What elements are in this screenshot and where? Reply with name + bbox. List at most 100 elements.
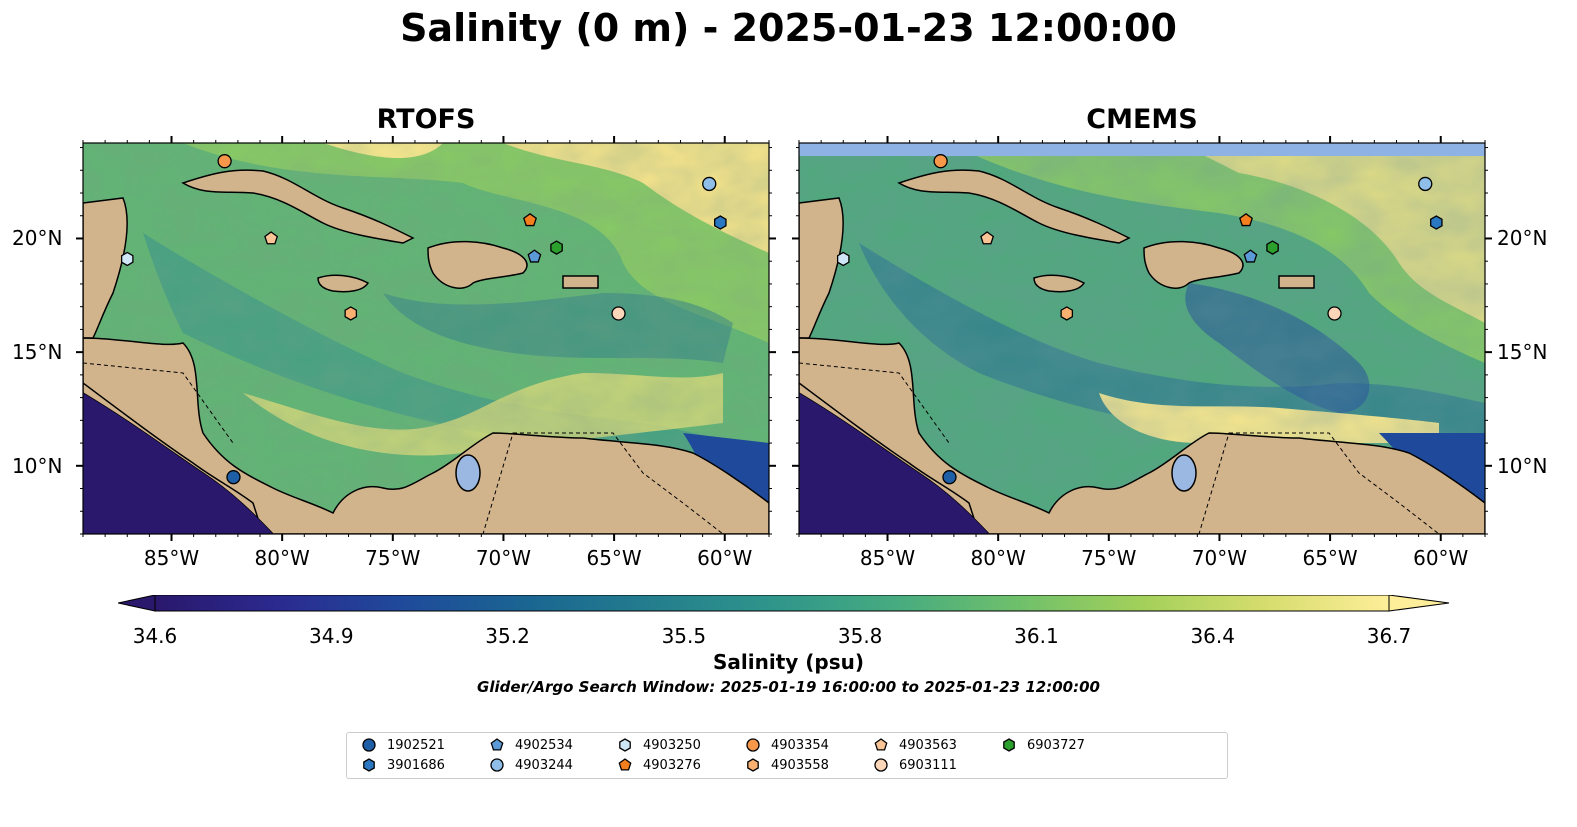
legend-label: 4903276 xyxy=(643,757,701,773)
platform-marker-4903558 xyxy=(344,306,358,321)
pentagon-marker-icon xyxy=(490,738,504,751)
platform-legend: 1902521 3901686 4902534 4903244 4903250 49032… xyxy=(346,732,1228,779)
rtofs-salinity-map xyxy=(83,143,769,534)
legend-label: 4903558 xyxy=(771,757,829,773)
legend-label: 4903354 xyxy=(771,737,829,753)
colorbar-extend-min xyxy=(118,595,156,612)
legend-item-6903111: 6903111 xyxy=(873,757,957,773)
colorbar-tick-label: 35.5 xyxy=(661,624,707,648)
hexagon-marker-icon xyxy=(1003,738,1015,752)
map-frame xyxy=(798,142,1486,535)
cmems-missing-band xyxy=(799,143,1485,156)
platform-marker-3901686 xyxy=(1430,215,1443,230)
platform-marker-4903276 xyxy=(1239,212,1253,227)
platform-marker-4903558 xyxy=(1060,306,1074,321)
legend-label: 4903563 xyxy=(899,737,957,753)
platform-marker-4903354 xyxy=(217,154,232,169)
circle-marker-icon xyxy=(490,758,504,772)
legend-item-1902521: 1902521 xyxy=(361,737,445,753)
lon-tick-label: 60°W xyxy=(697,546,753,570)
platform-marker-4903354 xyxy=(746,738,760,752)
map-frame xyxy=(82,142,770,535)
platform-marker-4903250 xyxy=(836,251,850,267)
colorbar-gradient xyxy=(154,595,1390,612)
platform-marker-1902521 xyxy=(942,470,957,485)
platform-marker-4903276 xyxy=(618,758,632,771)
legend-label: 4902534 xyxy=(515,737,573,753)
circle-marker-icon xyxy=(362,738,376,752)
platform-marker-3901686 xyxy=(363,758,375,772)
hexagon-marker-icon xyxy=(747,758,759,772)
lat-tick-label-left: 10°N xyxy=(12,453,63,478)
platform-marker-4903563 xyxy=(264,231,279,245)
platform-marker-6903111 xyxy=(611,306,626,321)
platform-marker-4903563 xyxy=(874,738,888,751)
hexagon-marker-icon xyxy=(363,758,375,772)
platform-markers-rtofs xyxy=(120,154,727,485)
colorbar-tick-label: 34.6 xyxy=(132,624,178,648)
legend-label: 6903727 xyxy=(1027,737,1085,753)
pentagon-marker-icon xyxy=(874,738,888,751)
lon-tick-label: 60°W xyxy=(1413,546,1469,570)
legend-label: 3901686 xyxy=(387,757,445,773)
platform-marker-6903111 xyxy=(874,758,888,772)
lat-tick-label-left: 15°N xyxy=(12,340,63,365)
lon-tick-label: 80°W xyxy=(970,546,1026,570)
legend-item-4903558: 4903558 xyxy=(745,757,829,773)
colorbar-tick-label: 34.9 xyxy=(309,624,354,648)
legend-item-4903250: 4903250 xyxy=(617,737,701,753)
legend-label: 4903244 xyxy=(515,757,573,773)
cmems-salinity-map xyxy=(799,143,1485,534)
platform-marker-4903558 xyxy=(747,758,759,772)
colorbar xyxy=(118,595,1450,612)
platform-marker-4903354 xyxy=(933,154,948,169)
pentagon-marker-icon xyxy=(618,758,632,771)
platform-marker-6903727 xyxy=(1266,240,1279,255)
circle-marker-icon xyxy=(746,738,760,752)
panel-title-cmems: CMEMS xyxy=(1086,104,1198,135)
legend-item-4903354: 4903354 xyxy=(745,737,829,753)
legend-item-6903727: 6903727 xyxy=(1001,737,1085,753)
legend-item-4903276: 4903276 xyxy=(617,757,701,773)
lon-tick-label: 65°W xyxy=(586,546,642,570)
colorbar-tick-label: 35.8 xyxy=(837,624,883,648)
lon-tick-label: 85°W xyxy=(859,546,916,570)
legend-item-4903244: 4903244 xyxy=(489,757,573,773)
platform-marker-3901686 xyxy=(714,215,727,230)
hexagon-marker-icon xyxy=(619,738,631,752)
platform-marker-1902521 xyxy=(362,738,376,752)
legend-label: 6903111 xyxy=(899,757,957,773)
lon-tick-label: 70°W xyxy=(475,546,532,570)
lon-tick-label: 75°W xyxy=(365,546,421,570)
lon-tick-label: 75°W xyxy=(1081,546,1137,570)
platform-markers-cmems xyxy=(836,154,1443,485)
colorbar-tick-label: 36.1 xyxy=(1014,624,1059,648)
lon-tick-label: 70°W xyxy=(1191,546,1248,570)
platform-marker-6903111 xyxy=(1327,306,1342,321)
platform-marker-4903276 xyxy=(523,212,537,227)
lon-tick-label: 85°W xyxy=(143,546,200,570)
colorbar-tick-label: 36.4 xyxy=(1190,624,1235,648)
search-window-note: Glider/Argo Search Window: 2025-01-19 16… xyxy=(477,678,1100,696)
legend-label: 1902521 xyxy=(387,737,445,753)
lat-tick-label-right: 15°N xyxy=(1497,340,1548,365)
platform-marker-4903563 xyxy=(980,231,995,245)
panel-title-rtofs: RTOFS xyxy=(376,104,476,135)
platform-marker-6903727 xyxy=(1003,738,1015,752)
platform-marker-4903244 xyxy=(490,758,504,772)
platform-marker-4902534 xyxy=(490,738,504,751)
colorbar-tick-label: 36.7 xyxy=(1366,624,1412,648)
colorbar-title: Salinity (psu) xyxy=(712,650,864,674)
platform-marker-4903250 xyxy=(619,738,631,752)
legend-item-4902534: 4902534 xyxy=(489,737,573,753)
colorbar-extend-max xyxy=(1388,595,1450,612)
platform-marker-4902534 xyxy=(527,249,542,263)
platform-marker-4903244 xyxy=(1418,176,1433,192)
lon-tick-label: 65°W xyxy=(1302,546,1358,570)
platform-marker-4903250 xyxy=(120,251,134,267)
platform-marker-4902534 xyxy=(1243,249,1258,263)
lat-tick-label-right: 20°N xyxy=(1497,226,1548,251)
figure-title: Salinity (0 m) - 2025-01-23 12:00:00 xyxy=(400,6,1177,50)
platform-marker-4903244 xyxy=(702,176,717,192)
